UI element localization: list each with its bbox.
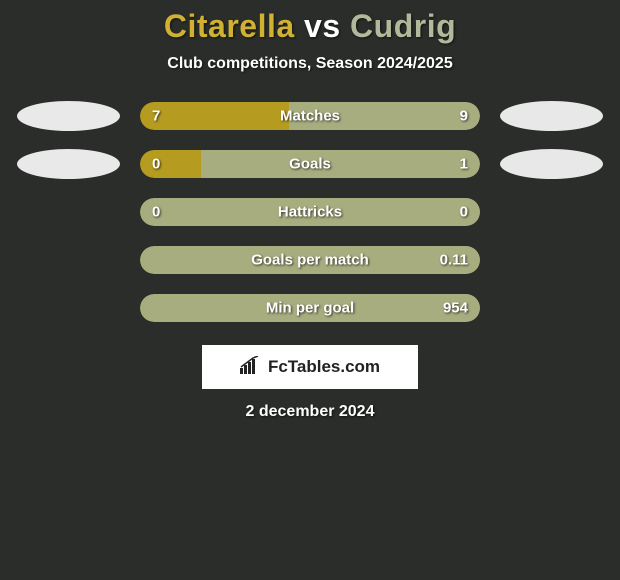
- stat-label: Matches: [280, 108, 340, 125]
- stat-bar: 0 Hattricks 0: [140, 198, 480, 226]
- page-title: Citarella vs Cudrig: [0, 8, 620, 45]
- title-player1: Citarella: [164, 8, 295, 44]
- stat-label: Min per goal: [266, 300, 354, 317]
- player2-badge: [500, 245, 603, 275]
- stat-value-right: 1: [460, 156, 468, 173]
- title-vs: vs: [304, 8, 341, 44]
- player1-badge: [17, 149, 120, 179]
- bar-segment-left: [140, 102, 289, 130]
- stat-rows: 7 Matches 9 0 Goals 1 0 Hattricks 0 Goals per mat…: [0, 101, 620, 323]
- stat-bar: Goals per match 0.11: [140, 246, 480, 274]
- player1-badge: [17, 293, 120, 323]
- brand-box: FcTables.com: [202, 345, 418, 389]
- comparison-container: Citarella vs Cudrig Club competitions, S…: [0, 0, 620, 421]
- stat-label: Goals per match: [251, 252, 369, 269]
- bar-segment-left: [140, 150, 201, 178]
- stat-value-left: 0: [152, 204, 160, 221]
- stat-value-left: 0: [152, 156, 160, 173]
- stat-row: 0 Goals 1: [0, 149, 620, 179]
- brand-text: FcTables.com: [268, 357, 380, 377]
- title-player2: Cudrig: [350, 8, 456, 44]
- stat-bar: 7 Matches 9: [140, 102, 480, 130]
- bar-segment-right: [201, 150, 480, 178]
- stat-value-right: 0: [460, 204, 468, 221]
- player2-badge: [500, 293, 603, 323]
- stat-row: Min per goal 954: [0, 293, 620, 323]
- player1-badge: [17, 245, 120, 275]
- stat-value-right: 9: [460, 108, 468, 125]
- stat-bar: 0 Goals 1: [140, 150, 480, 178]
- stat-row: 7 Matches 9: [0, 101, 620, 131]
- stat-bar: Min per goal 954: [140, 294, 480, 322]
- stat-label: Goals: [289, 156, 331, 173]
- player2-badge: [500, 149, 603, 179]
- player1-badge: [17, 101, 120, 131]
- player2-badge: [500, 197, 603, 227]
- stat-value-left: 7: [152, 108, 160, 125]
- subtitle: Club competitions, Season 2024/2025: [0, 55, 620, 73]
- stat-label: Hattricks: [278, 204, 342, 221]
- stat-row: Goals per match 0.11: [0, 245, 620, 275]
- chart-icon: [240, 356, 262, 379]
- stat-row: 0 Hattricks 0: [0, 197, 620, 227]
- date-label: 2 december 2024: [0, 403, 620, 421]
- stat-value-right: 0.11: [440, 252, 468, 269]
- player2-badge: [500, 101, 603, 131]
- player1-badge: [17, 197, 120, 227]
- stat-value-right: 954: [443, 300, 468, 317]
